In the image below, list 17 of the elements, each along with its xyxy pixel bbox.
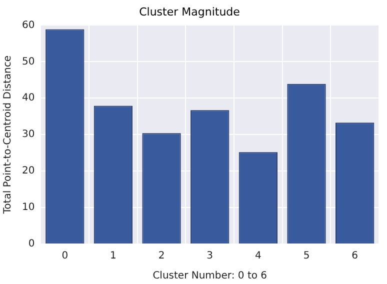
y-tick-label: 60 bbox=[22, 20, 35, 31]
x-tick-label: 5 bbox=[303, 250, 310, 262]
x-tick-label: 3 bbox=[206, 250, 214, 262]
y-tick-label: 50 bbox=[22, 56, 35, 68]
x-axis-title: Cluster Number: 0 to 6 bbox=[152, 270, 268, 282]
y-tick-label: 10 bbox=[22, 202, 35, 214]
chart-title: Cluster Magnitude bbox=[139, 5, 240, 18]
x-tick-label: 6 bbox=[352, 250, 358, 262]
y-tick-label: 20 bbox=[22, 166, 35, 177]
x-tick-label: 2 bbox=[158, 250, 165, 262]
x-tick-label: 0 bbox=[62, 250, 68, 262]
y-tick-label: 40 bbox=[22, 92, 35, 104]
x-tick-label: 4 bbox=[255, 250, 262, 262]
x-tick-label: 1 bbox=[110, 250, 116, 262]
y-tick-label: 0 bbox=[28, 238, 35, 250]
y-axis-title: Total Point-to-Centroid Distance bbox=[2, 55, 14, 215]
y-tick-label: 30 bbox=[22, 129, 35, 140]
